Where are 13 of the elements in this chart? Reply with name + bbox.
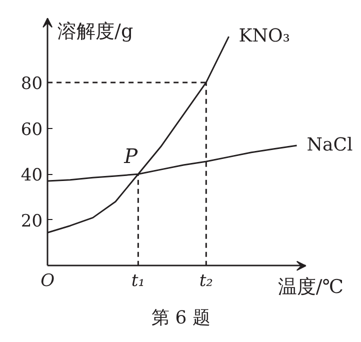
text: 第 6 题 bbox=[152, 308, 210, 328]
x-axis-title: 温度/℃ bbox=[278, 276, 344, 298]
y-tick-label: 20 bbox=[20, 211, 43, 232]
y-axis-title: 溶解度/g bbox=[58, 20, 134, 42]
series-label: KNO₃ bbox=[238, 26, 290, 47]
x-tick-label: O bbox=[40, 270, 55, 291]
x-tick-label: t₂ bbox=[199, 270, 214, 291]
series-label: NaCl bbox=[306, 134, 354, 156]
y-tick-label: 80 bbox=[20, 74, 43, 94]
y-tick-label: 60 bbox=[20, 120, 43, 140]
y-tick-label: 40 bbox=[20, 166, 43, 186]
annotation: P bbox=[123, 144, 138, 168]
x-tick-label: t₁ bbox=[131, 270, 146, 291]
